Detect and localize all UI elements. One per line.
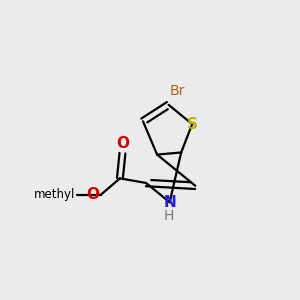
Text: methyl: methyl [34,188,75,201]
Text: H: H [164,209,174,224]
Text: N: N [163,195,176,210]
Text: Br: Br [169,84,185,98]
Text: O: O [116,136,129,151]
Text: O: O [86,188,99,202]
Text: S: S [187,117,198,132]
